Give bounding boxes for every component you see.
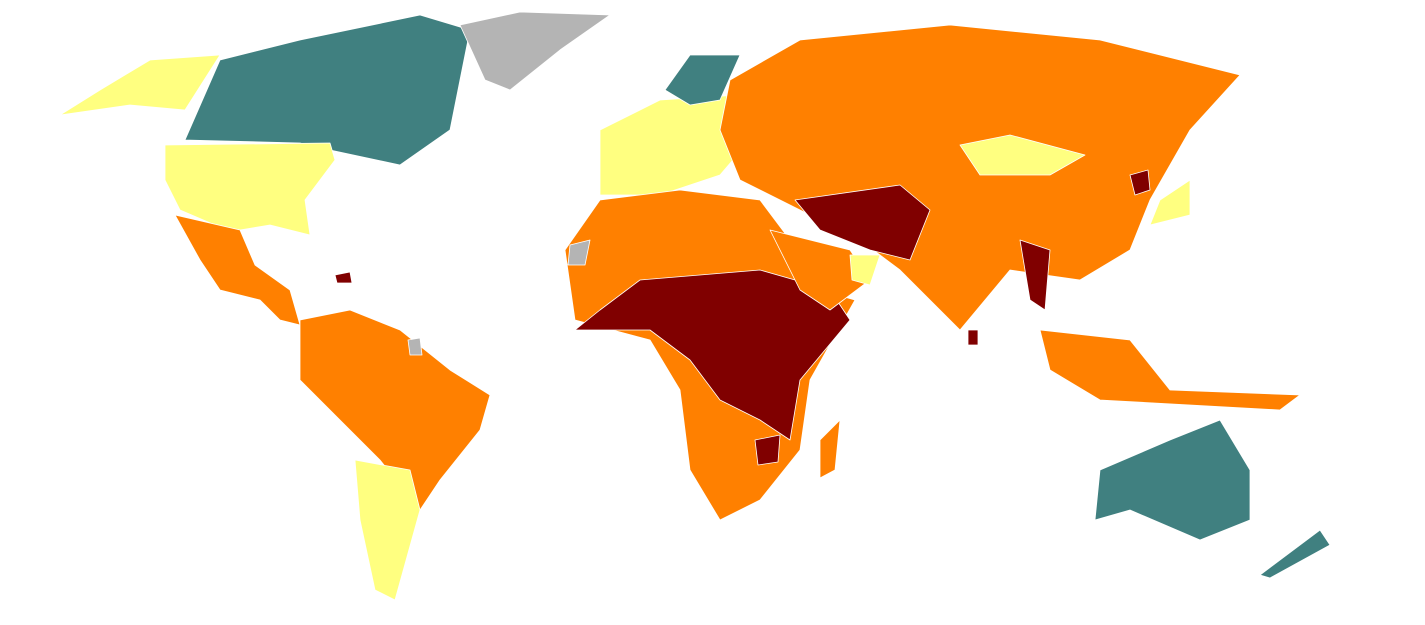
arabia [769,229,871,311]
usa [164,142,336,236]
madagascar [819,419,841,479]
zimbabwe [754,434,781,466]
russia-asia [719,24,1241,331]
middle-east [794,184,931,261]
japan [1149,179,1191,226]
canada [184,14,471,166]
sri-lanka [967,329,979,346]
myanmar [1019,239,1051,311]
australia [1094,419,1251,541]
western-sahara [567,239,591,266]
se-asia-islands [1039,329,1301,411]
korea-north [1129,169,1151,196]
oman [849,254,881,286]
scandinavia [664,54,741,106]
central-america [174,214,301,326]
haiti [334,271,353,284]
guiana [407,337,423,356]
southern-cone [354,459,421,601]
new-zealand [1259,529,1331,579]
greenland [459,11,611,91]
south-america [299,309,491,511]
mongolia [959,134,1086,176]
alaska [59,54,221,116]
